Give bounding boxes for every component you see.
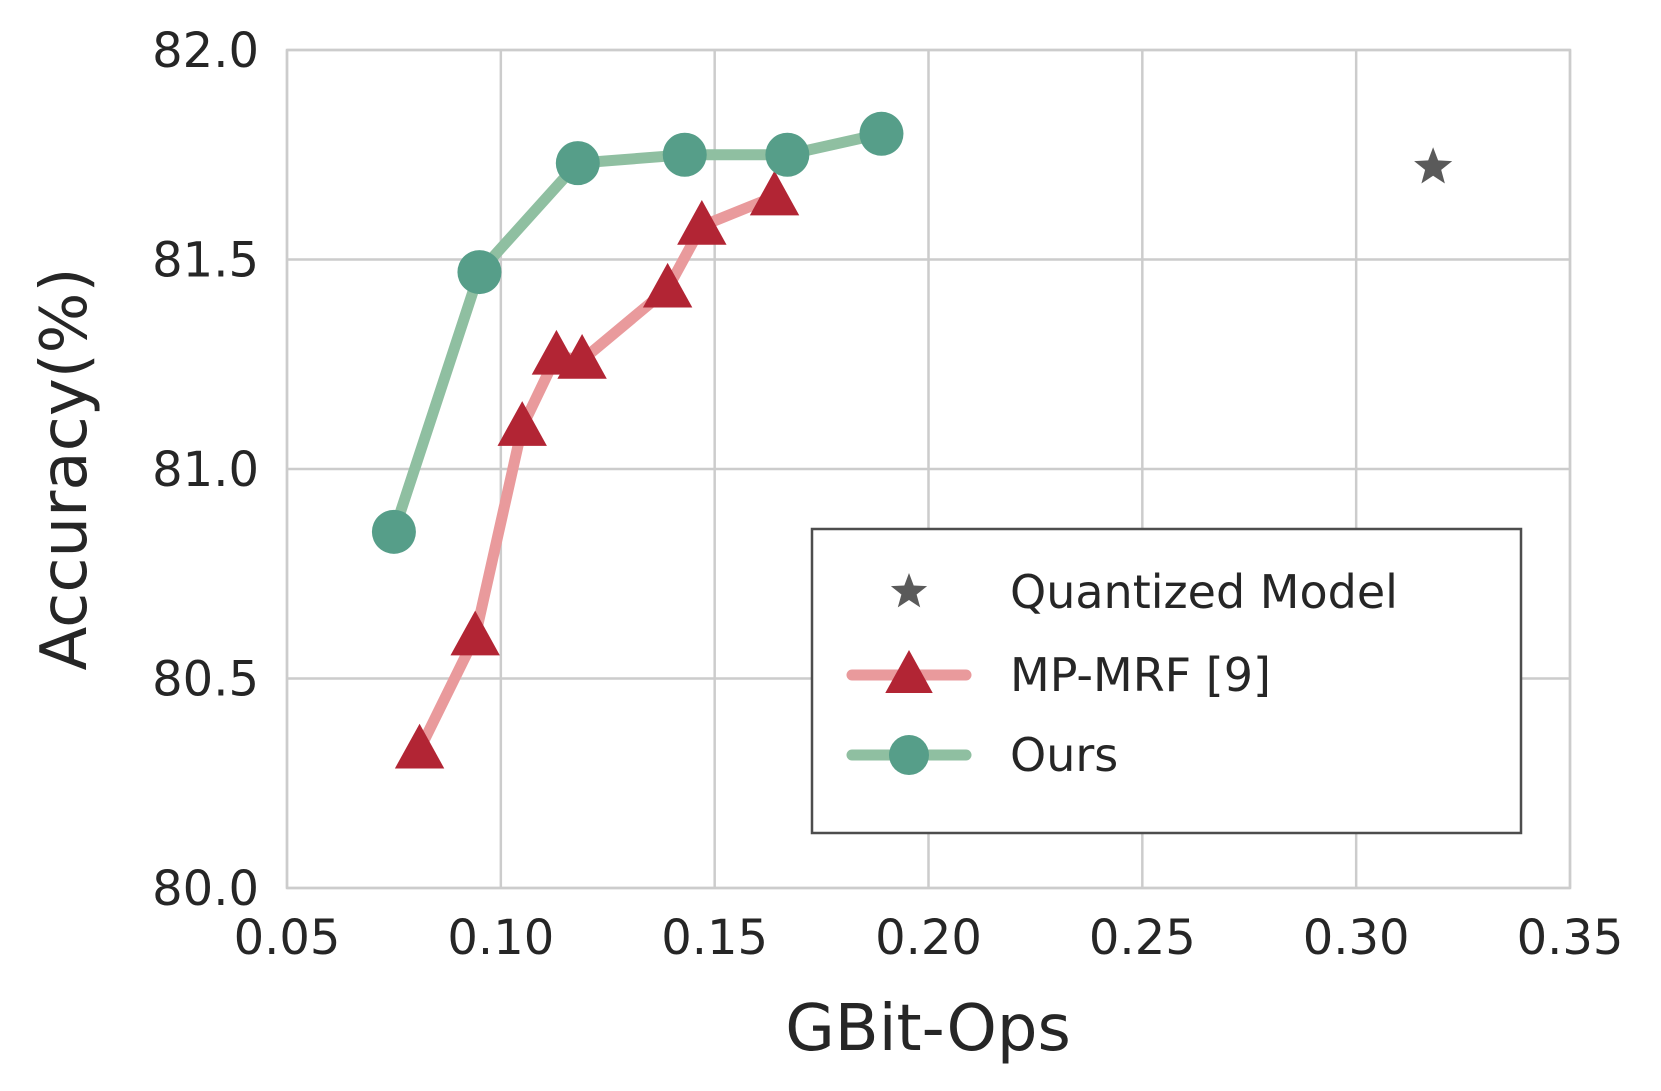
- legend-marker-ours: [889, 735, 929, 775]
- legend-label-mp-mrf-9: MP-MRF [9]: [1010, 648, 1271, 702]
- y-tick-label: 81.5: [152, 233, 259, 289]
- x-tick-label: 0.15: [661, 910, 768, 966]
- legend-label-ours: Ours: [1010, 728, 1118, 782]
- legend-box: [810, 527, 1523, 835]
- data-point-mp-mrf-9: [497, 401, 547, 446]
- data-point-mp-mrf-9: [394, 723, 445, 769]
- x-tick-label: 0.35: [1517, 910, 1624, 966]
- data-point-ours: [765, 132, 810, 177]
- y-tick-label: 80.0: [152, 861, 259, 917]
- data-point-ours: [457, 250, 502, 295]
- x-tick-label: 0.10: [447, 910, 554, 966]
- data-point-mp-mrf-9: [749, 170, 800, 216]
- legend-marker-quantized-model: [890, 573, 928, 608]
- y-tick-label: 80.5: [152, 652, 259, 708]
- x-axis-ticks: 0.05 0.10 0.15 0.20 0.25 0.30 0.35: [234, 910, 1624, 966]
- legend-label-quantized-model: Quantized Model: [1010, 565, 1398, 619]
- data-point-mp-mrf-9: [557, 334, 607, 379]
- data-point-mp-mrf-9: [642, 262, 693, 308]
- legend: Quantized Model MP-MRF [9] Ours: [810, 527, 1523, 835]
- x-tick-label: 0.05: [234, 910, 341, 966]
- data-point-mp-mrf-9: [450, 610, 500, 656]
- plot-frame: [285, 48, 1572, 890]
- y-axis-ticks: 80.0 80.5 81.0 81.5 82.0: [152, 23, 259, 917]
- y-tick-label: 82.0: [152, 23, 259, 79]
- y-tick-label: 81.0: [152, 442, 259, 498]
- y-axis-label: Accuracy(%): [28, 268, 102, 671]
- legend-marker-mp-mrf-9: [885, 650, 933, 693]
- data-point-ours: [555, 141, 600, 186]
- data-point-mp-mrf-9: [677, 199, 727, 245]
- data-point-ours: [371, 509, 416, 554]
- data-point-ours: [859, 111, 904, 156]
- data-point-ours: [662, 132, 707, 177]
- x-axis-label: GBit-Ops: [785, 992, 1071, 1066]
- x-tick-label: 0.30: [1303, 910, 1410, 966]
- x-tick-label: 0.20: [875, 910, 982, 966]
- series-layer: [371, 111, 1453, 769]
- data-point-quantized-model: [1414, 147, 1453, 184]
- x-tick-label: 0.25: [1089, 910, 1196, 966]
